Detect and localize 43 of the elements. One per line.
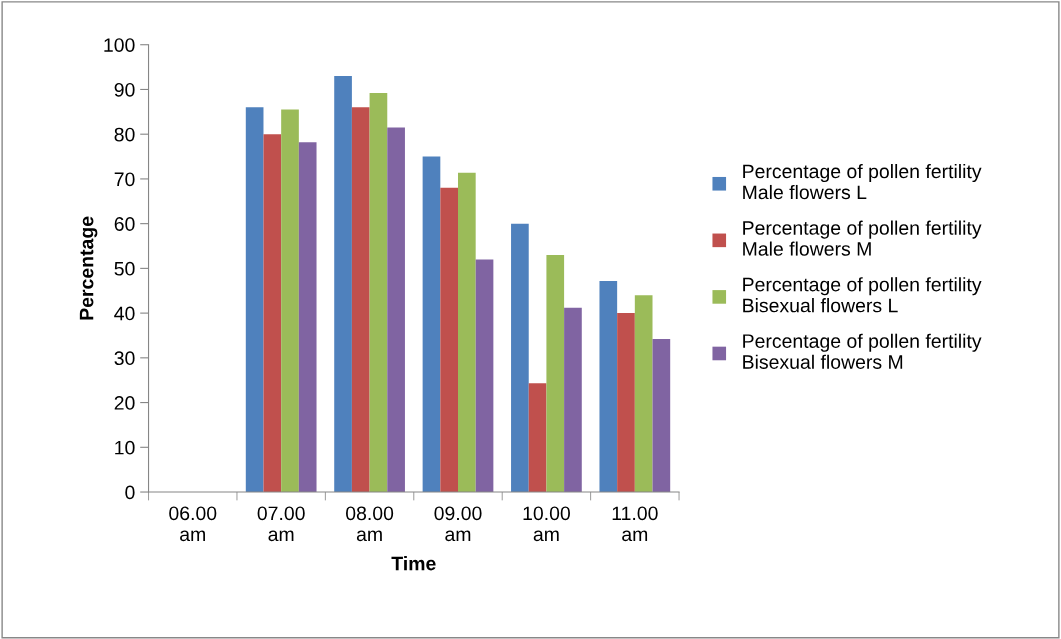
y-axis-title: Percentage xyxy=(79,216,98,320)
legend-label: Percentage of pollen fertility Male flowers M xyxy=(743,220,982,256)
bar xyxy=(422,156,441,493)
bar xyxy=(617,313,635,493)
bar xyxy=(298,142,317,493)
legend-label: Percentage of pollen fertility Bisexual flowers M xyxy=(743,333,982,369)
y-tick-label: 80 xyxy=(114,127,135,142)
x-tick-label: 09.00 am xyxy=(434,506,482,542)
bar xyxy=(652,339,671,493)
x-tick-label: 08.00 am xyxy=(346,506,394,542)
x-tick-label: 10.00 am xyxy=(523,506,570,542)
x-tick-label: 06.00 am xyxy=(169,506,217,542)
y-tick-label: 40 xyxy=(114,306,135,321)
y-tick-label: 70 xyxy=(114,172,135,187)
y-tick-label: 50 xyxy=(114,261,135,276)
legend-label: Percentage of pollen fertility Male flowers L xyxy=(743,163,982,200)
bar xyxy=(440,187,458,493)
y-tick-label: 0 xyxy=(125,485,135,500)
x-tick-label: 11.00 am xyxy=(612,506,658,542)
legend-label: Percentage of pollen fertility Bisexual flowers L xyxy=(743,277,982,313)
x-axis-title: Time xyxy=(391,556,436,571)
bar xyxy=(245,107,264,493)
bar xyxy=(475,259,494,493)
y-tick-label: 10 xyxy=(115,440,135,455)
bar xyxy=(599,280,618,493)
y-tick-label: 20 xyxy=(114,396,135,410)
bar xyxy=(334,76,352,493)
bar xyxy=(458,172,476,493)
y-tick-label: 90 xyxy=(114,82,135,97)
bar xyxy=(634,295,653,493)
y-tick-label: 60 xyxy=(114,217,135,231)
bar xyxy=(546,254,565,493)
bar xyxy=(369,93,388,493)
bar xyxy=(511,223,529,493)
bar xyxy=(281,109,299,493)
bar xyxy=(564,307,582,493)
x-tick-label: 07.00 am xyxy=(257,506,305,542)
y-tick-label: 30 xyxy=(114,351,135,366)
y-tick-label: 100 xyxy=(104,38,135,52)
bar xyxy=(263,134,282,493)
bar xyxy=(351,107,370,493)
bar xyxy=(387,127,405,493)
bar xyxy=(528,383,547,493)
